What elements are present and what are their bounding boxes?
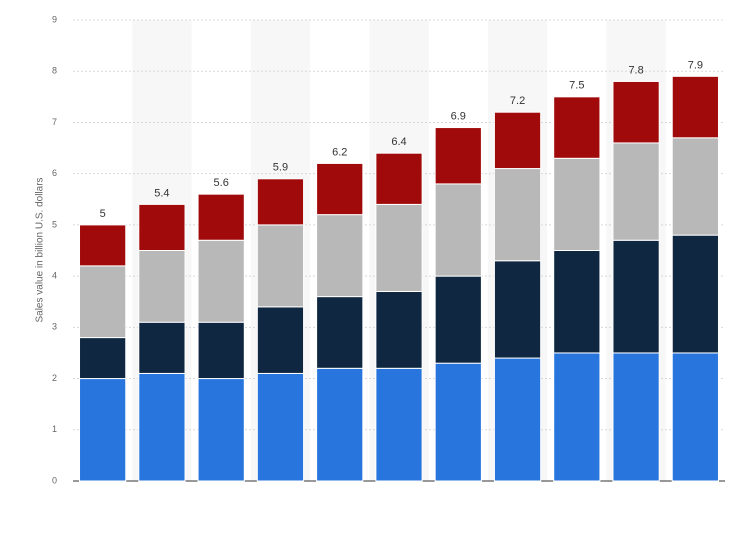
bar-segment [671, 352, 719, 482]
y-tick-label: 0 [52, 475, 57, 485]
bar-segment [612, 142, 660, 241]
y-tick-label: 9 [52, 14, 57, 24]
total-label: 6.9 [451, 110, 466, 122]
bar-segment [138, 372, 186, 482]
bar-segment [79, 265, 127, 339]
bar-segment [671, 234, 719, 354]
bar-segment [375, 203, 423, 292]
y-tick-label: 3 [52, 322, 57, 332]
total-label: 6.4 [391, 136, 406, 148]
bar-segment [375, 290, 423, 369]
bar-segment [79, 337, 127, 380]
bar-segment [197, 239, 245, 323]
bar-segment [553, 157, 601, 251]
bar-segment [256, 178, 305, 226]
bar-segment [493, 357, 542, 482]
total-label: 7.5 [569, 80, 584, 92]
bar-segment [375, 152, 423, 205]
bar-segment [612, 352, 660, 482]
bar-segment [434, 127, 482, 185]
bar-segment [434, 275, 482, 364]
bar-segment [256, 372, 305, 482]
bar-segment [79, 224, 127, 267]
y-axis-label: Sales value in billion U.S. dollars [35, 177, 46, 322]
bar-segment [256, 306, 305, 374]
bar-segment [612, 239, 660, 354]
bar-segment [612, 80, 660, 144]
bar-segment [553, 250, 601, 354]
bar-segment [316, 214, 364, 298]
bar-segment [138, 250, 186, 323]
total-label: 5 [100, 208, 106, 220]
bar-segment [493, 111, 542, 170]
y-tick-label: 7 [52, 117, 57, 127]
bar-segment [138, 321, 186, 374]
bar-segment [316, 367, 364, 482]
bar-segment [138, 203, 186, 251]
bar-segment [493, 168, 542, 262]
bar-segment [375, 367, 423, 482]
bar-segment [316, 296, 364, 369]
total-label: 6.2 [332, 146, 347, 158]
total-label: 7.9 [688, 59, 703, 71]
bar-segment [197, 378, 245, 482]
bar-segment [434, 362, 482, 482]
bar-segment [553, 96, 601, 159]
bar-segment [316, 162, 364, 216]
total-label: 5.9 [273, 162, 288, 174]
y-tick-label: 2 [52, 373, 57, 383]
total-label: 5.4 [154, 187, 169, 199]
bar-segment [197, 321, 245, 380]
y-tick-label: 6 [52, 168, 57, 178]
bar-segment [553, 352, 601, 482]
bar-segment [671, 75, 719, 139]
bar-segment [79, 378, 127, 482]
y-tick-label: 5 [52, 219, 57, 229]
bar-segment [493, 260, 542, 359]
total-label: 5.6 [214, 177, 229, 189]
y-tick-label: 8 [52, 66, 57, 76]
total-label: 7.2 [510, 95, 525, 107]
total-label: 7.8 [628, 64, 643, 76]
bar-segment [434, 183, 482, 277]
bar-segment [256, 224, 305, 308]
bar-segment [671, 137, 719, 236]
y-tick-label: 4 [52, 270, 57, 280]
bar-segment [197, 193, 245, 241]
y-tick-label: 1 [52, 424, 57, 434]
